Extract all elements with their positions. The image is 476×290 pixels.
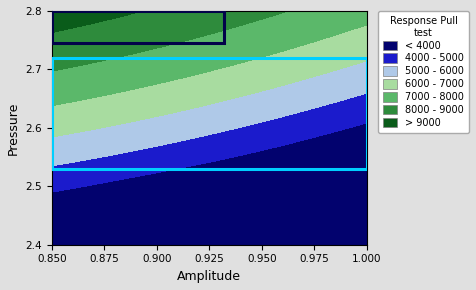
X-axis label: Amplitude: Amplitude [177,270,241,283]
Bar [52,11,224,43]
Y-axis label: Pressure: Pressure [7,101,20,155]
Legend: < 4000, 4000 - 5000, 5000 - 6000, 6000 - 7000, 7000 - 8000, 8000 - 9000, > 9000: < 4000, 4000 - 5000, 5000 - 6000, 6000 -… [377,11,468,133]
Bar [52,58,366,169]
